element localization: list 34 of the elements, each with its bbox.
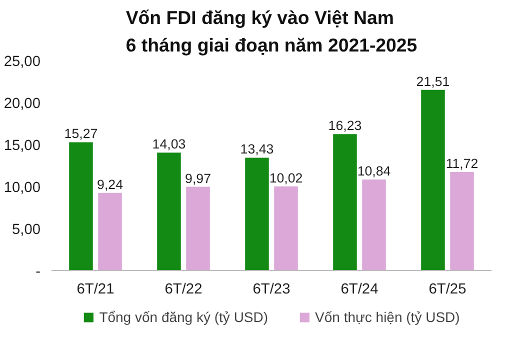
data-label: 9,97 <box>185 170 212 186</box>
bar <box>274 186 298 270</box>
x-tick-label: 6T/21 <box>76 282 114 298</box>
bar <box>186 186 210 270</box>
bar <box>450 172 474 270</box>
y-tick-label: 15,00 <box>4 138 41 154</box>
data-label: 10,02 <box>269 170 303 186</box>
bar <box>245 158 269 270</box>
data-label: 10,84 <box>357 163 392 178</box>
data-label: 14,03 <box>152 136 186 152</box>
y-tick-label: 5,00 <box>12 222 41 238</box>
bar <box>69 142 93 270</box>
bar <box>362 179 386 270</box>
bar <box>98 192 122 270</box>
bar <box>421 90 445 270</box>
x-tick-label: 6T/23 <box>252 282 290 298</box>
data-label: 9,24 <box>97 176 124 192</box>
data-label: 15,27 <box>64 126 98 142</box>
bar <box>333 134 357 270</box>
legend-label: Tổng vốn đăng ký (tỷ USD) <box>99 309 268 325</box>
y-tick-label: 20,00 <box>4 96 41 112</box>
x-tick-label: 6T/22 <box>164 282 202 298</box>
y-tick-label: 25,00 <box>4 54 41 70</box>
y-tick-label: 10,00 <box>4 180 41 196</box>
y-tick-label: - <box>36 264 41 280</box>
legend-label: Vốn thực hiện (tỷ USD) <box>315 309 460 325</box>
x-tick-label: 6T/25 <box>428 282 466 298</box>
data-label: 16,23 <box>328 118 362 134</box>
bar <box>157 152 181 270</box>
data-label: 13,43 <box>240 142 274 157</box>
x-tick-label: 6T/24 <box>340 282 378 298</box>
chart-title: Vốn FDI đăng ký vào Việt Nam 6 tháng giai đoạn năm 2021-2025 <box>126 7 418 56</box>
data-label: 11,72 <box>446 156 478 172</box>
data-label: 21,51 <box>416 74 450 89</box>
